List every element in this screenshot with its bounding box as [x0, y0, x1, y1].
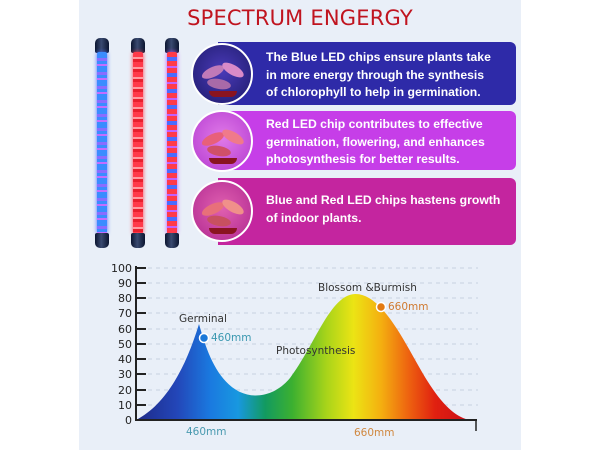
svg-text:0: 0: [125, 414, 132, 427]
svg-text:70: 70: [118, 307, 132, 320]
svg-text:10: 10: [118, 399, 132, 412]
svg-text:50: 50: [118, 338, 132, 351]
red-led-strip: [133, 52, 143, 234]
spectrum-area: [136, 293, 470, 420]
plant-under-blue-red-light-icon: [191, 180, 253, 242]
tube-cap-icon: [165, 38, 179, 53]
annotation-blossom: Blossom &Burmish: [318, 282, 417, 294]
tube-cap-icon: [95, 233, 109, 248]
tube-cap-icon: [131, 233, 145, 248]
card-line: in more energy through the synthesis: [266, 67, 485, 82]
card-line: The Blue LED chips ensure plants take: [266, 50, 491, 64]
plant-under-red-light-icon: [191, 110, 253, 172]
tube-cap-icon: [165, 233, 179, 248]
blue-led-card: The Blue LED chips ensure plants take in…: [218, 42, 516, 105]
x-tick-660mm: 660mm: [354, 427, 395, 439]
card-line: Blue and Red LED chips hastens growth: [266, 193, 501, 207]
annotation-photosynthesis: Photosynthesis: [276, 345, 356, 357]
svg-text:40: 40: [118, 353, 132, 366]
svg-text:60: 60: [118, 323, 132, 336]
card-line: Red LED chip contributes to effective: [266, 117, 483, 131]
marker-460mm: [198, 332, 210, 344]
svg-text:20: 20: [118, 384, 132, 397]
annotation-germinal: Germinal: [179, 313, 227, 325]
marker-660mm: [375, 301, 387, 313]
blue-red-led-tube: [165, 38, 179, 248]
annotation-460mm: 460mm: [211, 332, 252, 344]
tube-cap-icon: [95, 38, 109, 53]
blue-led-tube: [95, 38, 109, 248]
tube-cap-icon: [131, 38, 145, 53]
annotation-660mm: 660mm: [388, 301, 429, 313]
card-line: of chlorophyll to help in germination.: [266, 85, 481, 99]
svg-text:100: 100: [111, 262, 132, 275]
blue-red-led-strip: [167, 52, 177, 234]
svg-text:30: 30: [118, 368, 132, 381]
card-line: of indoor plants.: [266, 210, 362, 225]
blue-led-strip: [97, 52, 107, 234]
y-axis-ticks: 100 90 80 70 60 50 40 30 20 10 0: [111, 262, 132, 427]
red-led-tube: [131, 38, 145, 248]
page-title: SPECTRUM ENGERGY: [187, 6, 413, 30]
svg-text:90: 90: [118, 277, 132, 290]
blue-red-led-card: Blue and Red LED chips hastens growth of…: [218, 178, 516, 245]
card-line: photosynthesis for better results.: [266, 152, 460, 166]
svg-text:80: 80: [118, 292, 132, 305]
card-line: germination, flowering, and enhances: [266, 134, 485, 149]
red-led-card: Red LED chip contributes to effective ge…: [218, 111, 516, 170]
plant-under-blue-light-icon: [191, 43, 253, 105]
x-tick-460mm: 460mm: [186, 426, 227, 438]
